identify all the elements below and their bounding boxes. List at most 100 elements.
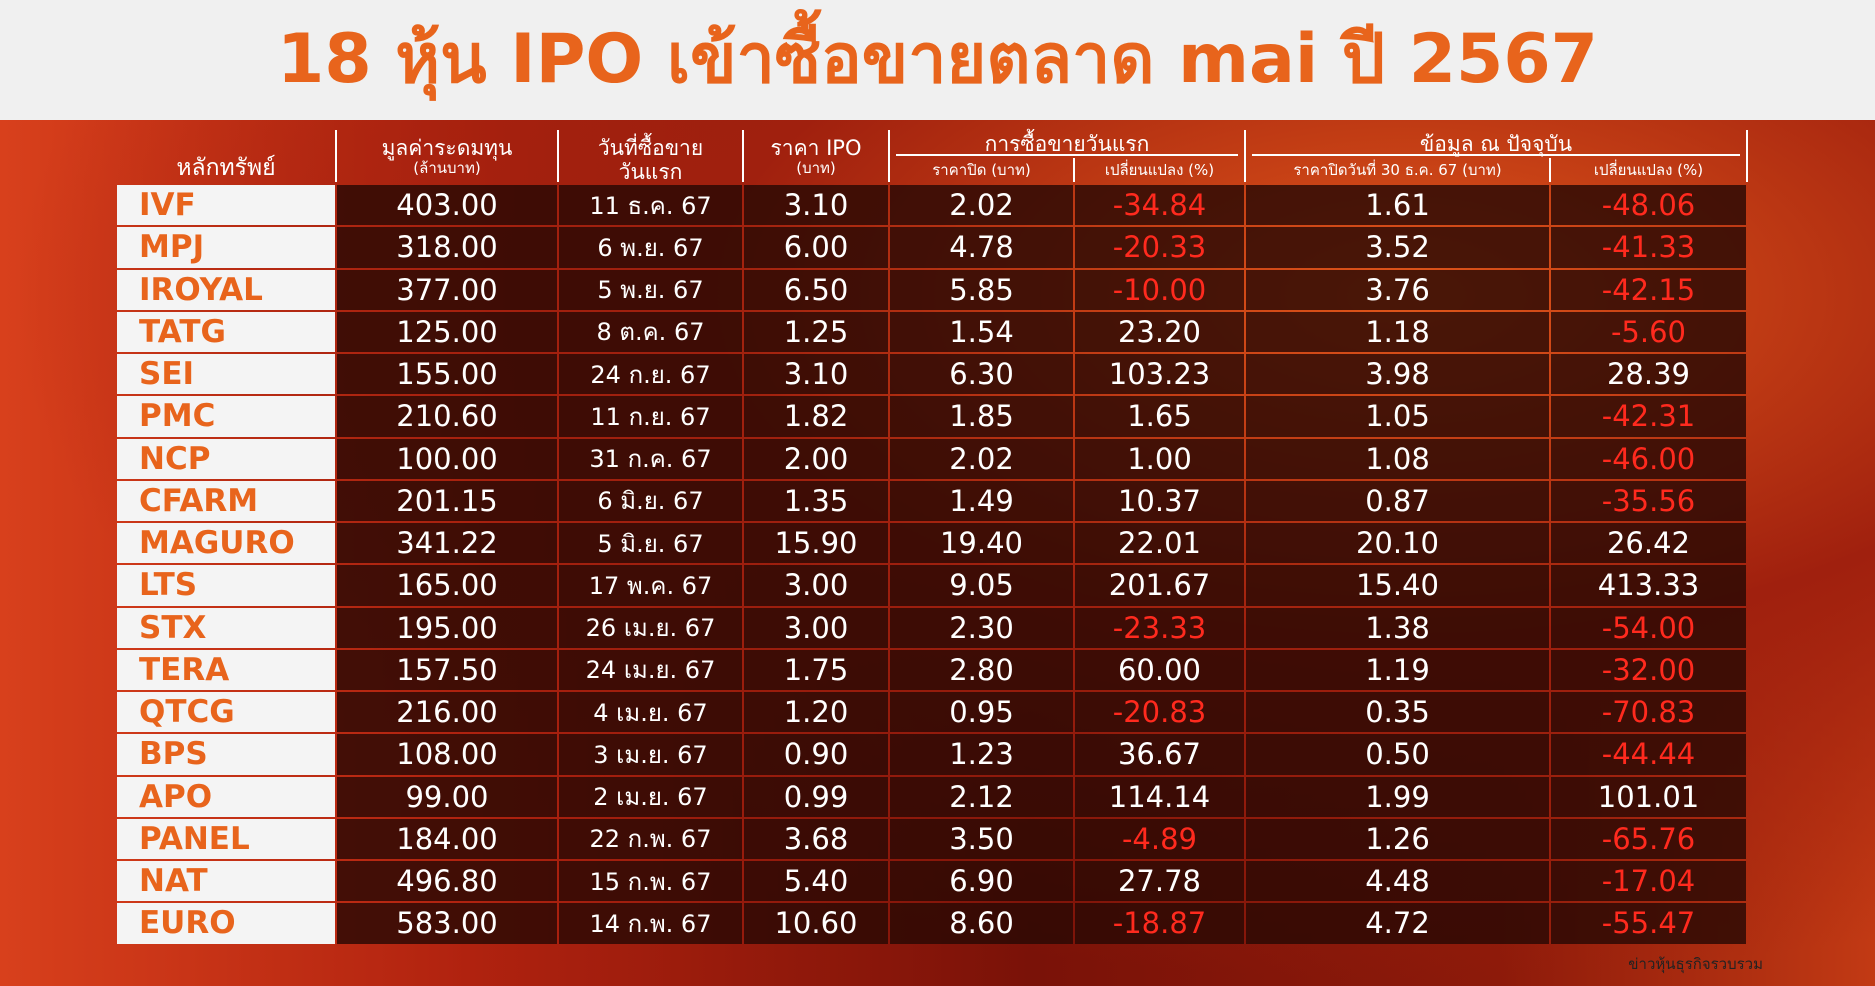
data-cell: 0.90	[744, 734, 888, 775]
data-cell: -42.15	[1551, 269, 1746, 310]
data-cell: 27.78	[1075, 861, 1244, 902]
data-cell: 210.60	[337, 396, 557, 437]
data-cell: 5 มิ.ย. 67	[559, 523, 742, 564]
data-cell: 5 พ.ย. 67	[559, 269, 742, 310]
data-cell: 125.00	[337, 311, 557, 352]
data-cell: 4.72	[1246, 903, 1549, 944]
data-cell: -4.89	[1075, 818, 1244, 859]
data-cell: -17.04	[1551, 861, 1746, 902]
data-cell: 318.00	[337, 227, 557, 268]
data-cell: 2.02	[890, 438, 1073, 479]
data-cell: -10.00	[1075, 269, 1244, 310]
symbol-cell: EURO	[117, 903, 335, 944]
data-cell: 341.22	[337, 523, 557, 564]
data-cell: 1.08	[1246, 438, 1549, 479]
data-cell: 11 ธ.ค. 67	[559, 185, 742, 226]
data-cell: -46.00	[1551, 438, 1746, 479]
data-cell: 3.10	[744, 185, 888, 226]
data-cell: 1.05	[1246, 396, 1549, 437]
data-cell: 6 มิ.ย. 67	[559, 480, 742, 521]
header-divider	[557, 130, 559, 182]
data-cell: 4.78	[890, 227, 1073, 268]
data-cell: 157.50	[337, 649, 557, 690]
data-cell: 3.98	[1246, 354, 1549, 395]
data-cell: -55.47	[1551, 903, 1746, 944]
column-subheader: (ล้านบาท)	[413, 159, 481, 177]
data-cell: 1.75	[744, 649, 888, 690]
data-cell: 5.85	[890, 269, 1073, 310]
data-cell: -35.56	[1551, 480, 1746, 521]
data-cell: 23.20	[1075, 311, 1244, 352]
symbol-cell: NCP	[117, 438, 335, 479]
data-cell: 101.01	[1551, 776, 1746, 817]
data-cell: 201.15	[337, 480, 557, 521]
data-cell: -34.84	[1075, 185, 1244, 226]
data-cell: 0.50	[1246, 734, 1549, 775]
data-cell: 3.52	[1246, 227, 1549, 268]
data-cell: 1.19	[1246, 649, 1549, 690]
data-cell: 10.37	[1075, 480, 1244, 521]
symbol-cell: APO	[117, 776, 335, 817]
symbol-cell: LTS	[117, 565, 335, 606]
data-cell: -5.60	[1551, 311, 1746, 352]
data-cell: 26 เม.ย. 67	[559, 607, 742, 648]
data-cell: 184.00	[337, 818, 557, 859]
column-header: เปลี่ยนแปลง (%)	[1593, 161, 1704, 179]
column-subheader: วันแรก	[618, 160, 683, 184]
group-rule	[1252, 154, 1740, 156]
data-cell: 99.00	[337, 776, 557, 817]
data-cell: 0.95	[890, 692, 1073, 733]
data-cell: -23.33	[1075, 607, 1244, 648]
data-cell: -32.00	[1551, 649, 1746, 690]
symbol-cell: TERA	[117, 649, 335, 690]
data-cell: 1.23	[890, 734, 1073, 775]
data-cell: 24 เม.ย. 67	[559, 649, 742, 690]
data-cell: 1.54	[890, 311, 1073, 352]
data-cell: 3.50	[890, 818, 1073, 859]
data-cell: 5.40	[744, 861, 888, 902]
data-cell: 22.01	[1075, 523, 1244, 564]
data-cell: 165.00	[337, 565, 557, 606]
data-cell: 1.35	[744, 480, 888, 521]
symbol-cell: IROYAL	[117, 269, 335, 310]
data-cell: 1.25	[744, 311, 888, 352]
data-cell: -18.87	[1075, 903, 1244, 944]
data-cell: 1.99	[1246, 776, 1549, 817]
header-divider	[335, 130, 337, 182]
data-cell: 2.00	[744, 438, 888, 479]
data-cell: 0.87	[1246, 480, 1549, 521]
data-cell: 1.20	[744, 692, 888, 733]
data-cell: 8 ต.ค. 67	[559, 311, 742, 352]
column-header: มูลค่าระดมทุน	[381, 136, 513, 160]
data-cell: 3.10	[744, 354, 888, 395]
symbol-cell: SEI	[117, 354, 335, 395]
data-cell: 2.12	[890, 776, 1073, 817]
data-cell: 2.30	[890, 607, 1073, 648]
column-header: เปลี่ยนแปลง (%)	[1104, 161, 1215, 179]
data-cell: 403.00	[337, 185, 557, 226]
data-cell: -20.83	[1075, 692, 1244, 733]
data-cell: 36.67	[1075, 734, 1244, 775]
data-cell: 3.00	[744, 565, 888, 606]
data-cell: 1.38	[1246, 607, 1549, 648]
data-cell: 1.82	[744, 396, 888, 437]
data-cell: 496.80	[337, 861, 557, 902]
header-divider	[742, 130, 744, 182]
header-divider	[1549, 158, 1551, 182]
column-header: วันที่ซื้อขาย	[597, 136, 704, 160]
header-divider	[1746, 130, 1748, 182]
column-header: ราคา IPO	[770, 136, 862, 160]
data-cell: 6.30	[890, 354, 1073, 395]
group-rule	[896, 154, 1238, 156]
data-cell: 1.00	[1075, 438, 1244, 479]
data-cell: 4.48	[1246, 861, 1549, 902]
data-cell: 3 เม.ย. 67	[559, 734, 742, 775]
data-cell: 103.23	[1075, 354, 1244, 395]
data-cell: 14 ก.พ. 67	[559, 903, 742, 944]
data-cell: -54.00	[1551, 607, 1746, 648]
title-band	[0, 0, 1875, 120]
data-cell: -65.76	[1551, 818, 1746, 859]
data-cell: 19.40	[890, 523, 1073, 564]
data-cell: 17 พ.ค. 67	[559, 565, 742, 606]
